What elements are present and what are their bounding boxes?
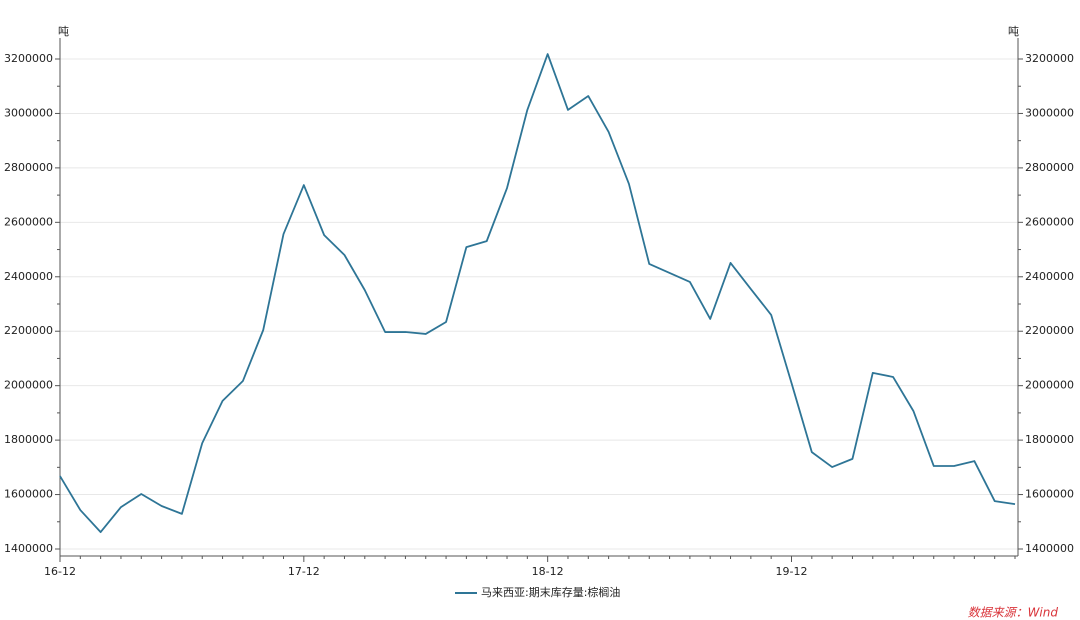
y-unit: 吨 — [58, 25, 69, 38]
legend-label: 马来西亚:期末库存量:棕榈油 — [481, 585, 620, 599]
y-tick-label: 3000000 — [4, 106, 53, 119]
y2-tick-label: 2000000 — [1025, 379, 1074, 392]
y2-tick-label: 1400000 — [1025, 542, 1074, 555]
x-tick-label: 18-12 — [532, 565, 564, 578]
x-tick-label: 16-12 — [44, 565, 76, 578]
y-tick-label: 2600000 — [4, 215, 53, 228]
y2-tick-label: 3000000 — [1025, 106, 1074, 119]
y2-tick-label: 2400000 — [1025, 270, 1074, 283]
y-tick-label: 1600000 — [4, 488, 53, 501]
y-tick-label: 2200000 — [4, 324, 53, 337]
y2-tick-label: 1600000 — [1025, 488, 1074, 501]
y2-tick-label: 1800000 — [1025, 433, 1074, 446]
y-tick-label: 3200000 — [4, 52, 53, 65]
y-tick-label: 1400000 — [4, 542, 53, 555]
x-tick-label: 19-12 — [776, 565, 808, 578]
y-tick-label: 2000000 — [4, 379, 53, 392]
source-note: 数据来源：Wind — [968, 606, 1059, 620]
y-tick-label: 2800000 — [4, 161, 53, 174]
y-tick-label: 2400000 — [4, 270, 53, 283]
x-tick-label: 17-12 — [288, 565, 320, 578]
y2-tick-label: 2200000 — [1025, 324, 1074, 337]
data-line — [59, 53, 1016, 534]
y-tick-label: 1800000 — [4, 433, 53, 446]
y2-unit: 吨 — [1008, 25, 1019, 38]
y2-tick-label: 2800000 — [1025, 161, 1074, 174]
y2-tick-label: 3200000 — [1025, 52, 1074, 65]
y2-tick-label: 2600000 — [1025, 215, 1074, 228]
